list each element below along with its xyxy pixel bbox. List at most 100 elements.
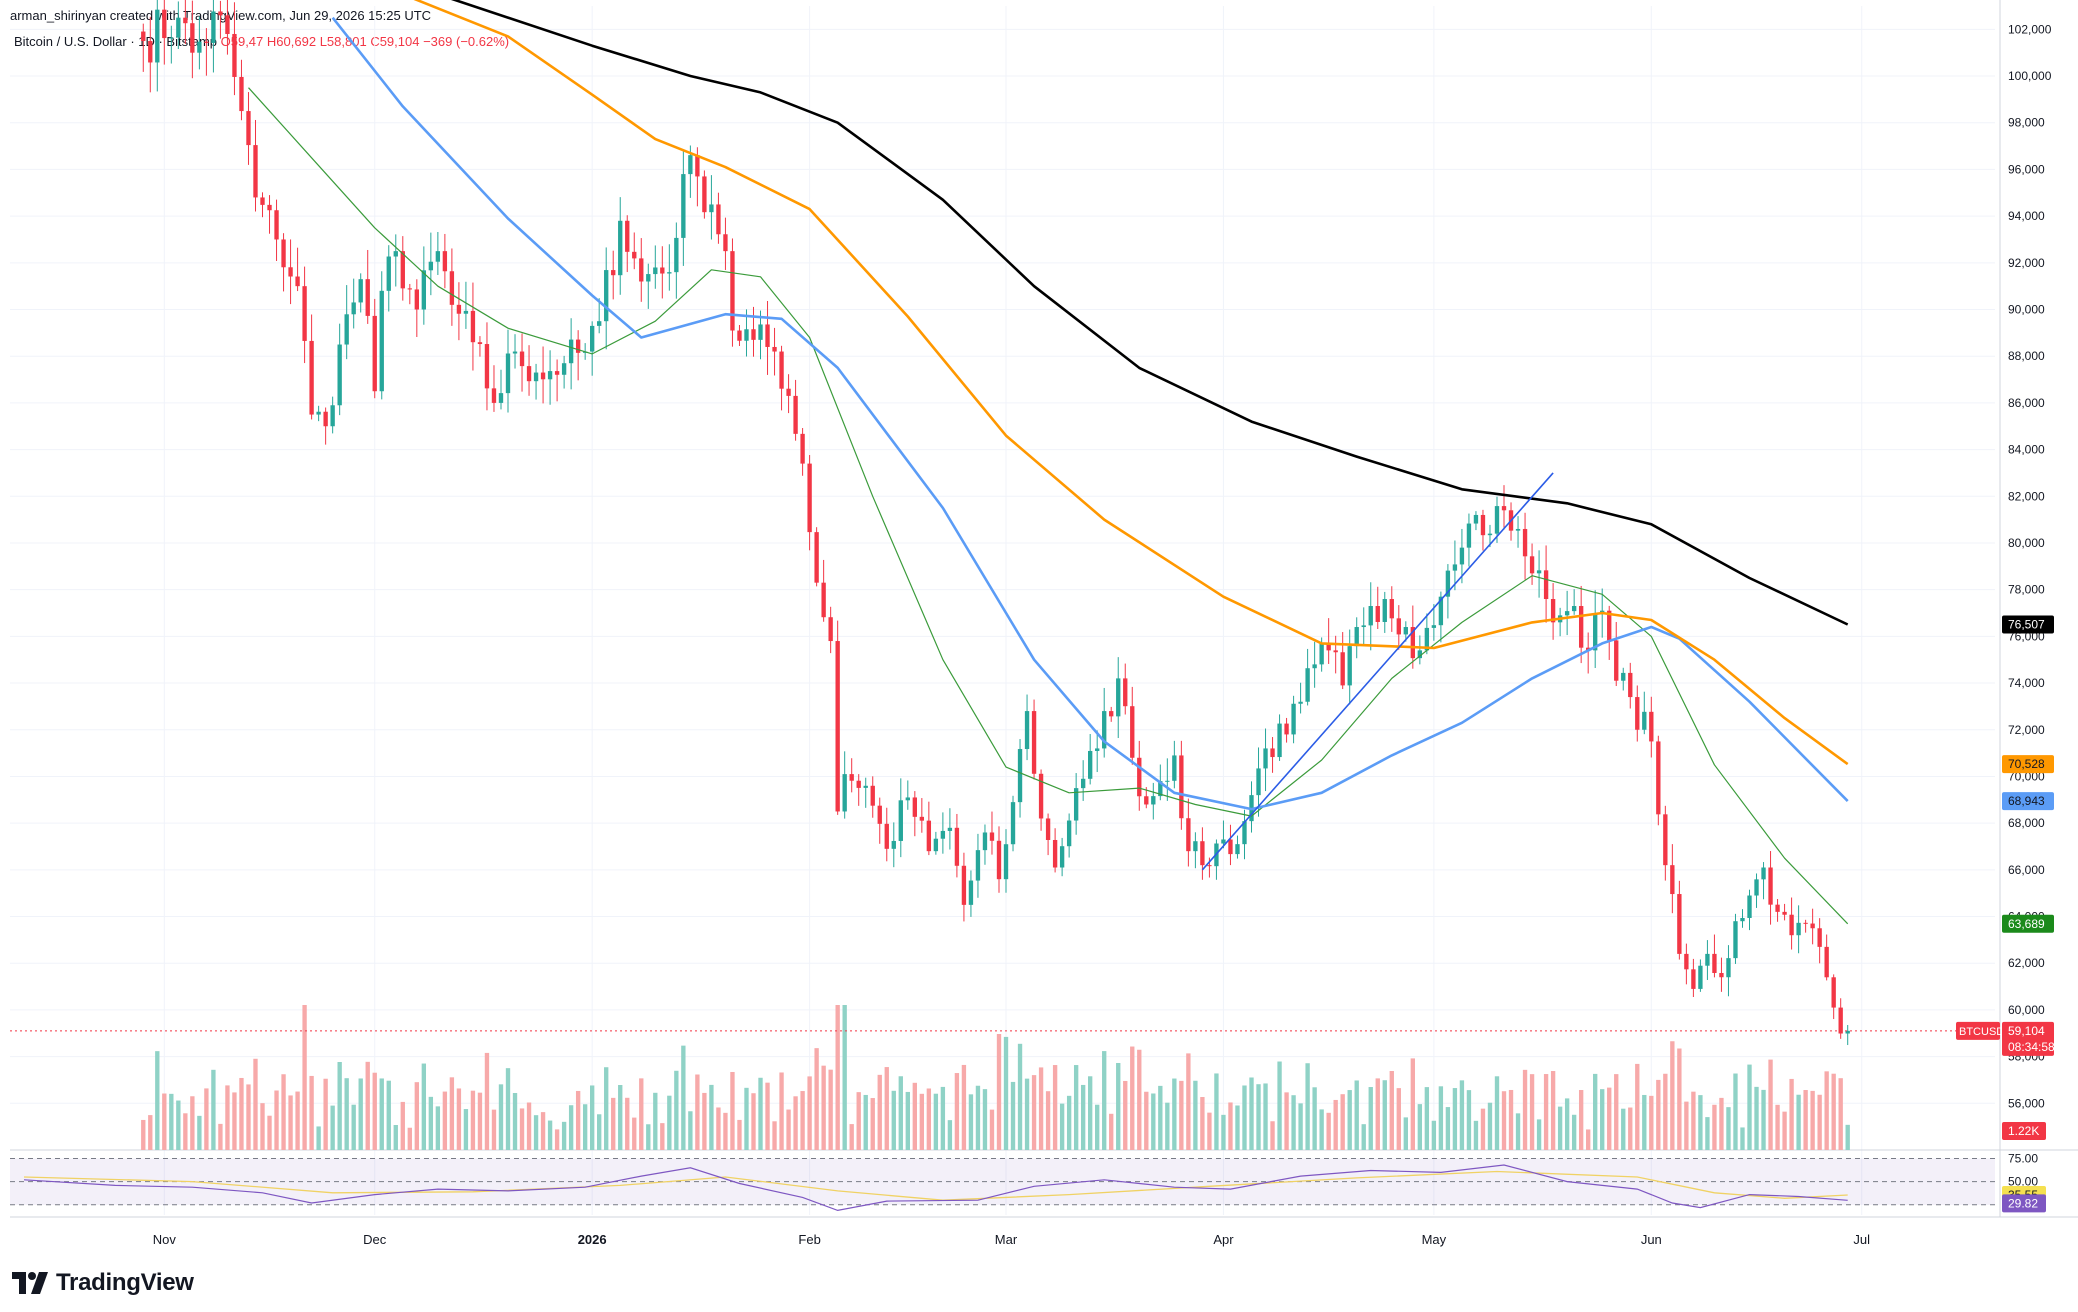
volume-bar (968, 1094, 974, 1150)
volume-bar (1186, 1053, 1191, 1150)
candle-body (1207, 865, 1212, 867)
y-tick-label: 100,000 (2008, 69, 2052, 83)
volume-bar (421, 1063, 427, 1150)
volume-bar (1775, 1104, 1780, 1150)
candle-body (1137, 757, 1142, 797)
ohlc-close: C59,104 (370, 34, 420, 49)
candle-body (505, 353, 511, 394)
candle-body (884, 823, 889, 849)
candle-body (1803, 922, 1808, 924)
candle-body (1817, 928, 1822, 947)
candle-body (1319, 642, 1324, 665)
candle-body (260, 197, 265, 205)
candle-body (1038, 773, 1044, 819)
candle-body (1607, 610, 1612, 641)
candle-body (323, 411, 328, 427)
volume-bar (1705, 1117, 1710, 1150)
candle-body (1073, 788, 1079, 821)
candle-body (477, 342, 483, 345)
candle-body (863, 785, 868, 788)
volume-bar (442, 1091, 448, 1150)
volume-bar (1810, 1090, 1815, 1150)
volume-bar (1130, 1046, 1135, 1150)
candle-body (1333, 650, 1338, 653)
volume-bar (751, 1093, 756, 1150)
candle-body (540, 372, 546, 380)
candle-body (1473, 514, 1479, 524)
candle-body (1663, 814, 1668, 866)
volume-bar (533, 1115, 539, 1150)
candle-body (674, 237, 679, 273)
volume-bar (414, 1082, 419, 1150)
volume-bar (1284, 1092, 1289, 1150)
candle-body (1593, 614, 1598, 651)
candle-body (1789, 914, 1794, 936)
volume-bar (1095, 1104, 1100, 1150)
volume-bar (702, 1092, 707, 1150)
candle-body (1543, 570, 1549, 600)
volume-bar (519, 1108, 525, 1150)
volume-bar (1628, 1107, 1633, 1150)
volume-bar (723, 1112, 728, 1150)
candle-body (421, 270, 427, 310)
volume-bar (1137, 1049, 1142, 1150)
volume-bar (828, 1069, 833, 1150)
y-tick-label: 92,000 (2008, 256, 2045, 270)
candle-body (926, 820, 932, 852)
volume-bar (1578, 1090, 1584, 1150)
candle-body (1726, 958, 1731, 978)
volume-bar (688, 1111, 693, 1150)
volume-bar (849, 1124, 854, 1150)
volume-bar (779, 1072, 784, 1150)
candle-body (779, 351, 784, 389)
volume-bar (1165, 1102, 1170, 1150)
volume-bar (807, 1076, 812, 1150)
volume-bar (1522, 1069, 1528, 1150)
candle-body (288, 267, 293, 277)
volume-badge-bg (2002, 1122, 2046, 1140)
candle-body (695, 155, 700, 177)
candle-body (190, 23, 195, 53)
volume-bar (1347, 1090, 1352, 1150)
candle-body (1417, 650, 1423, 659)
volume-bar (632, 1117, 637, 1150)
volume-bar (505, 1068, 511, 1150)
volume-bar (709, 1084, 714, 1150)
candle-body (1144, 796, 1149, 805)
candle-body (947, 827, 953, 831)
volume-bar (330, 1105, 335, 1150)
candle-body (141, 31, 146, 42)
candle-body (828, 617, 833, 642)
volume-bar (1017, 1043, 1023, 1150)
candle-body (330, 405, 335, 427)
volume-bar (1803, 1090, 1808, 1150)
x-tick-label: Nov (153, 1232, 177, 1247)
y-tick-label: 60,000 (2008, 1003, 2045, 1017)
candle-body (730, 251, 735, 331)
rsi-axis-label: 50.00 (2008, 1175, 2038, 1189)
volume-bar (575, 1090, 581, 1150)
volume-bar (253, 1058, 258, 1150)
volume-bar (1417, 1104, 1423, 1150)
y-tick-label: 82,000 (2008, 489, 2045, 503)
volume-bar (295, 1091, 300, 1150)
ohlc-high: H60,692 (266, 34, 317, 49)
tradingview-logo[interactable]: TradingView (12, 1268, 194, 1298)
candle-body (681, 174, 686, 238)
candle-body (1256, 768, 1261, 796)
candle-body (597, 321, 602, 326)
volume-bar (1073, 1065, 1079, 1150)
volume-bar (1340, 1094, 1345, 1150)
volume-bar (1031, 1075, 1037, 1150)
ohlc-change: −369 (−0.62%) (423, 34, 510, 49)
y-tick-label: 66,000 (2008, 863, 2045, 877)
volume-bar (1761, 1089, 1766, 1150)
candle-body (1782, 911, 1787, 915)
candle-body (933, 838, 939, 852)
candle-body (1831, 977, 1836, 1008)
x-tick-label: 2026 (578, 1232, 607, 1247)
volume-bar (512, 1092, 518, 1150)
volume-bar (674, 1070, 679, 1150)
candle-body (316, 411, 321, 415)
